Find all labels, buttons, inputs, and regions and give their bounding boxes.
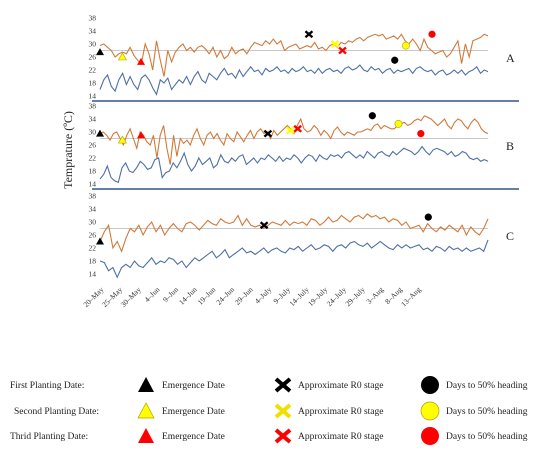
y-tick-label: 14 <box>89 180 97 189</box>
y-tick-label: 22 <box>89 154 97 163</box>
third-planting-R0-marker <box>293 124 303 133</box>
y-tick-label: 18 <box>89 79 97 88</box>
legend-planting-label: Second Planting Date: <box>14 407 99 417</box>
x-tick-label: 4–July <box>253 285 274 306</box>
panel-a: 14 18 22 26 30 34 38 A <box>89 14 519 102</box>
emergence-triangle-icon <box>138 377 154 392</box>
first-planting-R0-marker <box>263 129 273 138</box>
legend-planting-label: Thrid Planting Date: <box>10 432 88 442</box>
legend: First Planting Date: Emergence Date Approx… <box>10 376 528 445</box>
third-planting-emergence-marker <box>137 131 146 139</box>
legend-r0-label: Approximate R0 stage <box>298 407 383 417</box>
y-tick-label: 26 <box>89 231 97 240</box>
y-tick-label: 34 <box>89 27 97 36</box>
third-planting-heading-marker <box>428 30 436 38</box>
emergence-triangle-icon <box>138 428 154 443</box>
heading-circle-icon <box>421 376 439 394</box>
third-planting-heading-marker <box>417 130 425 138</box>
panel-c: 14 18 22 26 30 34 38 C <box>89 192 514 279</box>
y-tick-label: 30 <box>89 218 97 227</box>
legend-row: Thrid Planting Date: Emergence Date Approx… <box>10 427 528 445</box>
legend-emergence-label: Emergence Date <box>162 407 225 417</box>
second-planting-R0-marker <box>330 40 340 48</box>
y-axis-label: Temprature (ºC) <box>61 111 75 189</box>
legend-row: Second Planting Date: Emergence Date Appro… <box>14 401 528 421</box>
second-planting-heading-marker <box>402 41 410 50</box>
min-temp-line <box>99 145 489 184</box>
y-tick-label: 18 <box>89 167 97 176</box>
x-tick-label: 24–Jun <box>214 285 236 307</box>
max-temp-line <box>99 115 489 165</box>
first-planting-heading-marker <box>424 213 432 221</box>
panel-b: 14 18 22 26 30 34 38 B <box>89 102 519 190</box>
min-temp-line <box>99 239 489 279</box>
panel-label-c: C <box>506 229 514 243</box>
legend-planting-label: First Planting Date: <box>10 381 84 391</box>
legend-emergence-label: Emergence Date <box>162 381 225 391</box>
x-tick-label: 14–July <box>287 285 310 308</box>
third-planting-emergence-marker <box>137 57 146 65</box>
second-planting-heading-marker <box>394 119 403 128</box>
legend-heading-label: Days to 50% heading <box>446 432 528 442</box>
second-planting-R0-marker <box>285 126 295 135</box>
max-temp-line <box>99 33 489 77</box>
legend-r0-label: Approximate R0 stage <box>298 432 383 442</box>
x-tick-label: 29–Jun <box>233 285 255 307</box>
heading-circle-icon <box>421 427 439 445</box>
x-tick-label: 24–July <box>325 285 348 308</box>
y-tick-label: 30 <box>89 128 97 137</box>
panel-label-a: A <box>506 51 515 65</box>
x-tick-label: 3–Aug <box>364 285 385 306</box>
legend-heading-label: Days to 50% heading <box>446 407 528 417</box>
x-tick-label: 14–Jun <box>177 285 199 307</box>
legend-emergence-label: Emergence Date <box>162 432 225 442</box>
y-tick-label: 38 <box>89 14 97 23</box>
third-planting-R0-marker <box>338 46 347 55</box>
y-tick-label: 34 <box>89 205 97 214</box>
first-planting-heading-marker <box>391 56 399 64</box>
x-tick-label: 19–July <box>306 285 329 308</box>
x-tick-label: 13–Aug <box>399 285 423 309</box>
y-tick-label: 34 <box>89 115 97 124</box>
y-tick-label: 26 <box>89 53 97 62</box>
r0-cross-icon <box>274 403 292 419</box>
legend-row: First Planting Date: Emergence Date Approx… <box>10 376 528 394</box>
heading-circle-icon <box>420 401 440 421</box>
first-planting-emergence-marker <box>96 48 104 56</box>
legend-heading-label: Days to 50% heading <box>446 381 528 391</box>
x-tick-label: 29–July <box>343 285 366 308</box>
first-planting-heading-marker <box>368 112 376 120</box>
first-planting-emergence-marker <box>96 129 104 137</box>
y-tick-label: 14 <box>89 270 97 279</box>
x-tick-label: 4–Jun <box>142 285 161 304</box>
emergence-triangle-icon <box>137 402 155 419</box>
r0-cross-icon <box>274 377 292 393</box>
y-tick-label: 22 <box>89 66 97 75</box>
y-tick-label: 38 <box>89 192 97 201</box>
r0-cross-icon <box>274 428 292 444</box>
x-tick-label: 30–May <box>119 285 143 309</box>
chart-panels: 14 18 22 26 30 34 38 A 14 18 22 26 30 34 38 B 14 18 22 26 30… <box>89 14 519 279</box>
first-planting-R0-marker <box>259 221 269 230</box>
y-tick-label: 38 <box>89 102 97 111</box>
second-planting-emergence-marker <box>117 135 127 144</box>
x-tick-label: 19–Jun <box>196 285 218 307</box>
second-planting-emergence-marker <box>117 52 127 61</box>
first-planting-R0-marker <box>304 30 314 39</box>
y-tick-label: 26 <box>89 141 97 150</box>
y-tick-label: 18 <box>89 257 97 266</box>
panel-label-b: B <box>506 139 514 153</box>
y-tick-label: 22 <box>89 244 97 253</box>
y-tick-label: 14 <box>89 92 97 101</box>
y-tick-label: 30 <box>89 40 97 49</box>
first-planting-emergence-marker <box>96 237 104 245</box>
max-temp-line <box>99 213 489 253</box>
min-temp-line <box>99 64 489 96</box>
legend-r0-label: Approximate R0 stage <box>298 381 383 391</box>
